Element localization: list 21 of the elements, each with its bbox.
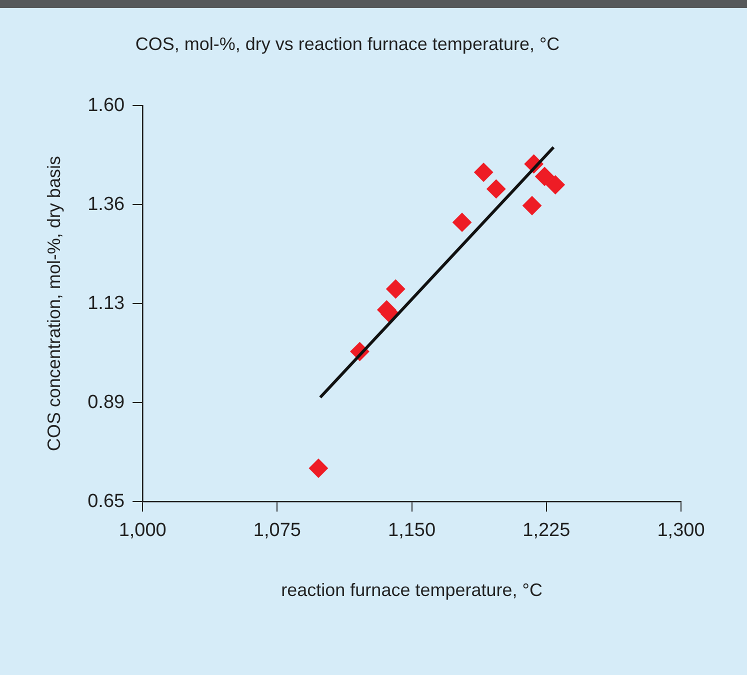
- x-tick-label: 1,300: [657, 520, 705, 542]
- point: [546, 175, 565, 194]
- x-tick-label: 1,000: [118, 520, 166, 542]
- x-tick-label: 1,075: [253, 520, 301, 542]
- y-axis-title: COS concentration, mol-%, dry basis: [44, 156, 64, 452]
- y-tick-label: 0.89: [88, 392, 125, 413]
- point: [522, 196, 542, 216]
- x-tick-label: 1,225: [522, 520, 570, 542]
- point: [308, 458, 328, 478]
- point: [535, 166, 554, 186]
- point: [486, 179, 506, 198]
- y-tick-label: 1.60: [88, 94, 125, 116]
- y-tick-label: 1.13: [88, 292, 125, 314]
- chart-title: COS, mol-%, dry vs reaction furnace temperature, °C: [135, 34, 560, 54]
- y-tick-label: 1.36: [88, 194, 125, 215]
- point: [452, 212, 472, 232]
- x-axis-title: reaction furnace temperature, °C: [281, 580, 542, 600]
- point: [474, 162, 494, 182]
- point: [386, 280, 406, 299]
- x-tick-label: 1,150: [388, 520, 436, 542]
- y-tick-label: 0.65: [88, 490, 125, 512]
